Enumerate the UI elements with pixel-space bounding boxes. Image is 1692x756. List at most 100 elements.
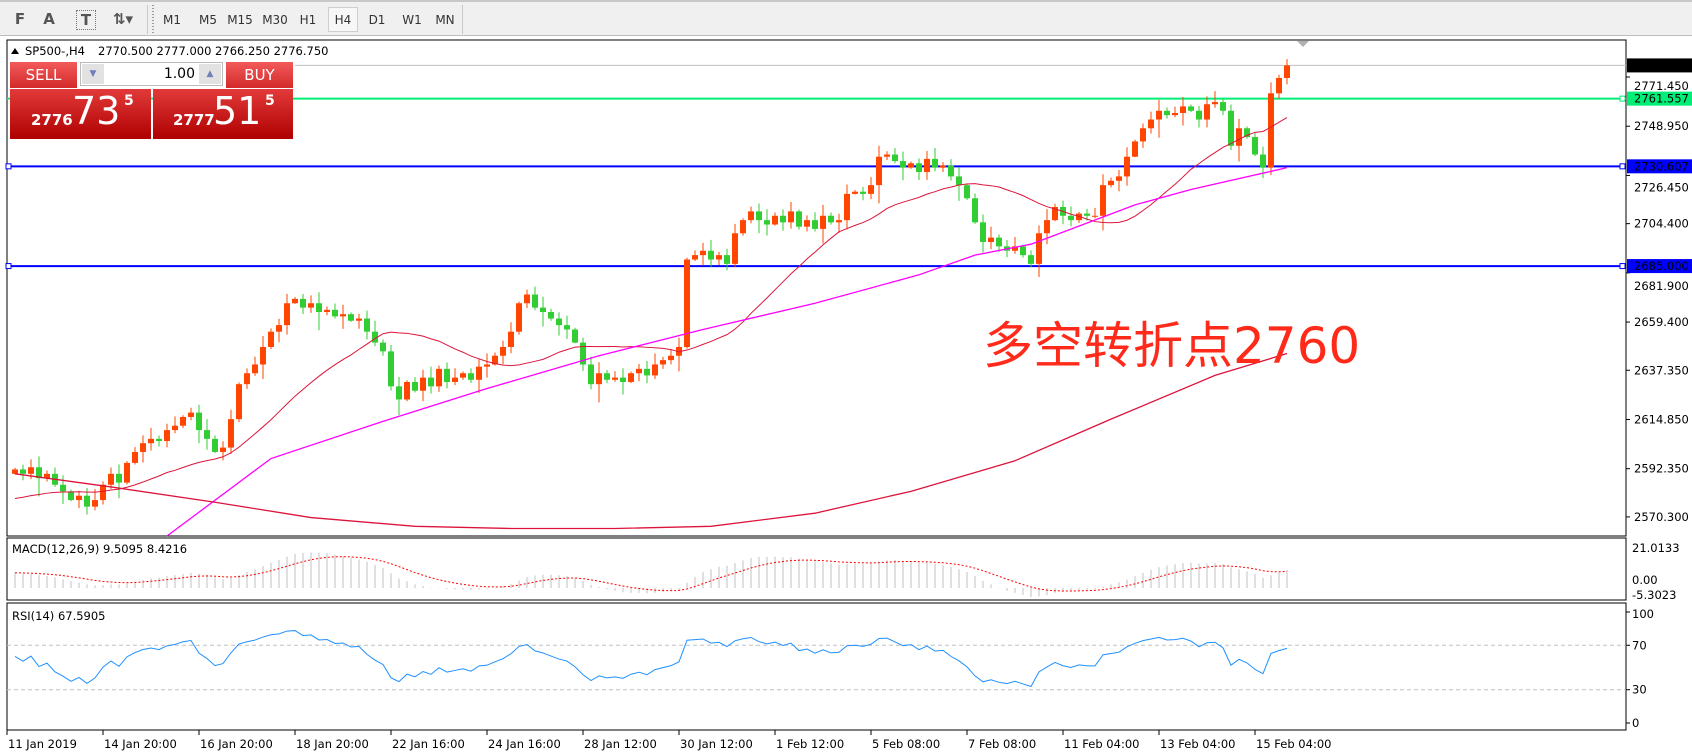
moving-average-fast <box>14 117 1288 500</box>
candle <box>772 212 778 226</box>
volume-decrease-button[interactable]: ▼ <box>82 64 104 84</box>
current-price-label-bg <box>1627 58 1692 73</box>
timeframe-h4[interactable]: H4 <box>328 7 358 32</box>
volume-increase-button[interactable]: ▲ <box>199 64 221 84</box>
horizontal-line-handle <box>1619 95 1626 102</box>
candle-body <box>628 373 634 382</box>
sell-price-button[interactable]: 2776 73 5 <box>10 89 151 139</box>
candle <box>108 467 114 489</box>
candle-body <box>1020 246 1026 256</box>
candle <box>948 159 954 181</box>
candle <box>396 376 402 416</box>
candle <box>1028 250 1034 268</box>
chart-annotation-text[interactable]: 多空转折点2760 <box>983 317 1361 375</box>
candle <box>212 435 218 454</box>
candle-body <box>316 303 322 312</box>
candle-body <box>284 303 290 326</box>
candle-body <box>420 377 426 391</box>
candle <box>284 293 290 335</box>
candle-body <box>1284 65 1290 78</box>
candle <box>44 470 50 482</box>
buy-button[interactable]: BUY <box>226 62 293 88</box>
timeframe-mn[interactable]: MN <box>435 12 455 27</box>
grid-f-icon[interactable]: F <box>14 10 26 28</box>
candle-body <box>212 438 218 452</box>
timeframe-m15[interactable]: M15 <box>227 12 253 27</box>
candle-body <box>60 484 66 492</box>
candle-body <box>76 495 82 501</box>
candle-body <box>716 255 722 260</box>
candle <box>988 226 994 250</box>
time-axis-label: 18 Jan 20:00 <box>296 737 369 751</box>
candle <box>524 289 530 309</box>
candle-body <box>1172 112 1178 116</box>
candle-body <box>356 318 362 321</box>
candle-body <box>852 191 858 194</box>
candle-body <box>1124 156 1130 177</box>
price-line-label-bg <box>1627 159 1692 174</box>
macd-pane-frame <box>6 537 1627 601</box>
candle <box>1100 174 1106 231</box>
text-a-icon[interactable]: A <box>43 10 55 28</box>
timeframe-w1[interactable]: W1 <box>402 12 422 27</box>
candle <box>596 362 602 403</box>
macd-axis-label: 21.0133 <box>1632 541 1680 555</box>
timeframe-m5[interactable]: M5 <box>199 12 217 27</box>
candle <box>620 368 626 395</box>
text-label-icon[interactable]: T <box>76 10 96 30</box>
candle-body <box>188 412 194 417</box>
candle <box>588 356 594 390</box>
candle <box>700 242 706 266</box>
candle <box>940 162 946 173</box>
candle <box>892 148 898 164</box>
candle-body <box>580 342 586 365</box>
candle <box>1156 99 1162 138</box>
chart-shift-marker-icon[interactable] <box>1297 41 1309 47</box>
timeframe-m1[interactable]: M1 <box>163 12 181 27</box>
candle-body <box>204 430 210 439</box>
volume-field[interactable]: ▼ 1.00 ▲ <box>80 62 223 86</box>
candle-body <box>956 176 962 186</box>
candle-body <box>964 185 970 199</box>
timeframe-h1[interactable]: H1 <box>299 12 317 27</box>
rsi-label: RSI(14) 67.5905 <box>12 609 106 623</box>
macd-label: MACD(12,26,9) 9.5095 8.4216 <box>12 542 187 556</box>
arrows-dropdown-icon[interactable]: ⇅▾ <box>112 10 134 28</box>
candle-body <box>1156 110 1162 120</box>
collapse-triangle-icon[interactable] <box>11 48 19 54</box>
candle <box>812 212 818 232</box>
candle-body <box>772 215 778 225</box>
candle <box>92 489 98 511</box>
price-axis-label: 2570.300 <box>1634 510 1689 524</box>
candle <box>964 183 970 201</box>
price-axis-label: 2659.400 <box>1634 315 1689 329</box>
candle-body <box>500 346 506 356</box>
candle-body <box>1068 215 1074 221</box>
candle-body <box>268 331 274 347</box>
toolbar-grip[interactable] <box>152 5 154 34</box>
macd-signal-line <box>14 556 1288 592</box>
buy-price-button[interactable]: 2777 51 5 <box>153 89 293 139</box>
candle-body <box>1052 207 1058 221</box>
timeframe-m30[interactable]: M30 <box>262 12 288 27</box>
candle <box>1132 139 1138 158</box>
candle-body <box>1116 176 1122 181</box>
candle-body <box>700 250 706 256</box>
candle <box>732 223 738 268</box>
candle-body <box>1196 110 1202 120</box>
timeframe-d1[interactable]: D1 <box>368 12 386 27</box>
volume-value[interactable]: 1.00 <box>163 66 195 82</box>
candle-body <box>1260 154 1266 168</box>
candle <box>508 322 514 354</box>
sell-button[interactable]: SELL <box>10 62 77 88</box>
candle <box>1108 177 1114 188</box>
candle-body <box>348 314 354 321</box>
candle <box>1084 208 1090 221</box>
candle-body <box>380 342 386 352</box>
candle <box>76 490 82 509</box>
candle-body <box>828 215 834 223</box>
candle <box>124 461 130 485</box>
candle <box>116 464 122 499</box>
time-axis-label: 11 Feb 04:00 <box>1064 737 1139 751</box>
candle <box>468 368 474 383</box>
